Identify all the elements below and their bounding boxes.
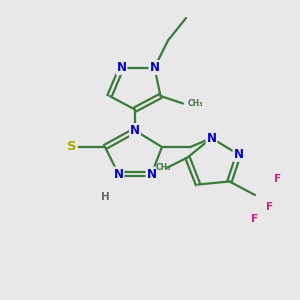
Text: F: F <box>274 173 281 184</box>
Text: S: S <box>67 140 77 154</box>
Text: F: F <box>251 214 259 224</box>
Text: H: H <box>100 191 109 202</box>
Text: N: N <box>113 167 124 181</box>
Text: N: N <box>149 61 160 74</box>
Text: CH₃: CH₃ <box>156 164 171 172</box>
Text: N: N <box>206 131 217 145</box>
Text: F: F <box>266 202 274 212</box>
Text: N: N <box>233 148 244 161</box>
Text: CH₃: CH₃ <box>188 99 203 108</box>
Text: N: N <box>116 61 127 74</box>
Text: N: N <box>130 124 140 137</box>
Text: N: N <box>146 167 157 181</box>
